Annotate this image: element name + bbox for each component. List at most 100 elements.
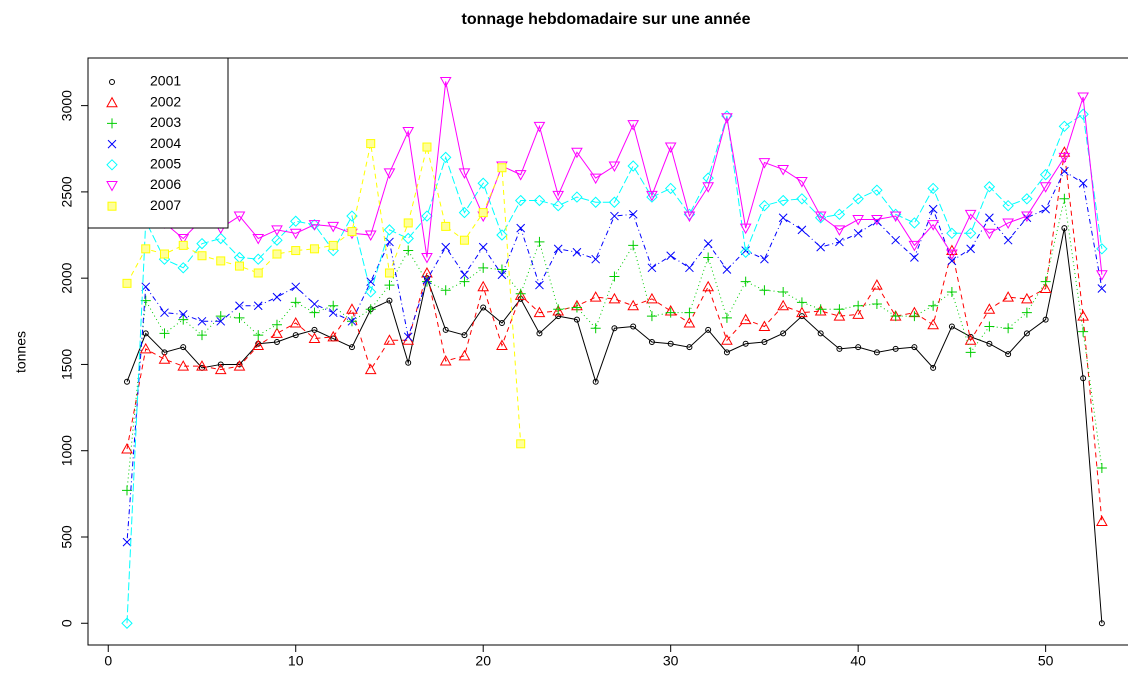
point bbox=[514, 289, 527, 300]
point bbox=[233, 211, 246, 223]
point bbox=[1002, 218, 1014, 229]
point bbox=[1003, 323, 1014, 334]
point bbox=[889, 208, 902, 221]
point bbox=[458, 206, 471, 219]
legend-marker bbox=[109, 79, 115, 85]
point bbox=[384, 280, 395, 291]
point bbox=[290, 297, 301, 308]
legend-marker bbox=[107, 201, 117, 211]
chart-title: tonnage hebdomadaire sur une année bbox=[462, 11, 751, 28]
point bbox=[516, 223, 526, 233]
point bbox=[589, 291, 602, 302]
point bbox=[927, 318, 939, 330]
point bbox=[536, 330, 543, 337]
point bbox=[1022, 213, 1032, 223]
point bbox=[908, 217, 921, 229]
point bbox=[685, 263, 694, 273]
point bbox=[627, 160, 639, 172]
point bbox=[873, 349, 880, 356]
point bbox=[778, 286, 789, 297]
point bbox=[871, 215, 883, 226]
y-tick-label: 1000 bbox=[59, 435, 75, 466]
point bbox=[948, 323, 955, 330]
point bbox=[252, 233, 265, 245]
point bbox=[459, 276, 470, 287]
point bbox=[122, 537, 132, 547]
point bbox=[308, 220, 321, 231]
point bbox=[1005, 351, 1012, 358]
point bbox=[291, 282, 301, 292]
point bbox=[158, 353, 171, 364]
series-line bbox=[145, 81, 1103, 275]
point bbox=[1021, 307, 1032, 318]
point bbox=[852, 308, 865, 319]
x-tick-label: 30 bbox=[663, 653, 679, 669]
point bbox=[1039, 168, 1052, 181]
legend-label: 2002 bbox=[150, 93, 181, 109]
point bbox=[646, 311, 657, 322]
y-axis-label: tonnes bbox=[13, 331, 29, 373]
point bbox=[497, 163, 507, 173]
point bbox=[739, 223, 752, 235]
point bbox=[742, 340, 749, 347]
point bbox=[721, 334, 733, 345]
point bbox=[514, 194, 527, 207]
point bbox=[289, 228, 302, 240]
point bbox=[852, 215, 865, 226]
point bbox=[723, 349, 730, 356]
point bbox=[402, 232, 414, 245]
point bbox=[741, 246, 751, 255]
legend-label: 2003 bbox=[150, 114, 181, 130]
point bbox=[553, 304, 564, 315]
point bbox=[328, 240, 338, 250]
legend-label: 2006 bbox=[150, 176, 181, 192]
point bbox=[760, 254, 769, 264]
point bbox=[892, 345, 899, 352]
point bbox=[667, 340, 674, 347]
point bbox=[180, 344, 187, 351]
point bbox=[1021, 211, 1033, 223]
point bbox=[308, 332, 321, 344]
point bbox=[608, 161, 621, 173]
point bbox=[964, 227, 977, 240]
point bbox=[592, 378, 599, 385]
point bbox=[271, 319, 282, 330]
point bbox=[1039, 282, 1052, 294]
point bbox=[364, 363, 377, 375]
point bbox=[722, 265, 732, 274]
point bbox=[910, 253, 919, 262]
point bbox=[627, 120, 640, 131]
point bbox=[216, 316, 226, 326]
point bbox=[403, 218, 413, 228]
point bbox=[328, 300, 339, 311]
point bbox=[178, 240, 188, 250]
point bbox=[591, 254, 601, 264]
point bbox=[121, 617, 133, 629]
series-line bbox=[126, 113, 1103, 624]
point bbox=[160, 308, 169, 318]
point bbox=[721, 312, 732, 323]
point bbox=[178, 314, 189, 325]
point bbox=[533, 194, 546, 207]
legend-marker bbox=[106, 96, 118, 108]
point bbox=[233, 360, 246, 371]
point bbox=[346, 303, 358, 314]
point bbox=[405, 359, 412, 366]
point bbox=[272, 292, 282, 302]
legend-marker bbox=[107, 139, 117, 149]
point bbox=[589, 173, 602, 185]
point bbox=[1078, 326, 1089, 337]
legend-label: 2004 bbox=[150, 135, 181, 151]
point bbox=[310, 299, 319, 309]
point bbox=[666, 251, 676, 261]
point bbox=[777, 299, 790, 311]
point bbox=[758, 158, 771, 169]
point bbox=[552, 199, 564, 212]
point bbox=[273, 339, 280, 346]
point bbox=[480, 304, 487, 311]
point bbox=[871, 184, 883, 196]
point bbox=[477, 177, 489, 189]
x-tick-label: 50 bbox=[1038, 653, 1054, 669]
point bbox=[721, 113, 733, 124]
point bbox=[458, 168, 471, 179]
